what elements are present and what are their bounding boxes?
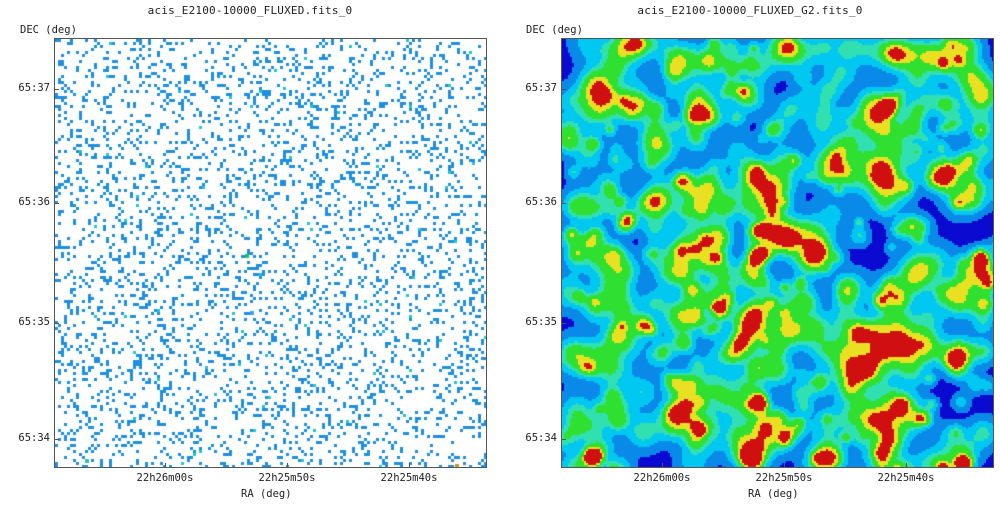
y-axis-label: DEC (deg) — [526, 24, 583, 36]
y-tick-mark — [561, 439, 566, 440]
panel-title: acis_E2100-10000_FLUXED.fits_0 — [147, 4, 353, 17]
smoothed-heatmap-image — [562, 39, 993, 467]
y-tick-mark — [561, 323, 566, 324]
x-tick-mark — [409, 463, 410, 468]
y-tick-label: 65:35 — [18, 316, 50, 328]
y-tick-label: 65:34 — [525, 432, 557, 444]
x-tick-label: 22h26m00s — [136, 472, 194, 484]
x-tick-mark — [906, 463, 907, 468]
x-axis-label: RA (deg) — [241, 488, 292, 500]
y-tick-label: 65:36 — [525, 196, 557, 208]
y-tick-mark — [54, 203, 59, 204]
x-tick-mark — [287, 463, 288, 468]
y-axis-label: DEC (deg) — [20, 24, 77, 36]
panel-smoothed-image: acis_E2100-10000_FLUXED_G2.fits_0 DEC (d… — [500, 0, 1000, 507]
y-tick-label: 65:37 — [18, 82, 50, 94]
sparse-event-image — [55, 39, 486, 467]
y-tick-mark — [54, 323, 59, 324]
y-tick-mark — [54, 439, 59, 440]
x-tick-mark — [784, 463, 785, 468]
y-tick-mark — [54, 89, 59, 90]
x-axis-label: RA (deg) — [748, 488, 799, 500]
x-tick-label: 22h25m40s — [877, 472, 935, 484]
x-tick-label: 22h25m50s — [755, 472, 813, 484]
y-tick-label: 65:34 — [18, 432, 50, 444]
x-tick-label: 22h26m00s — [633, 472, 691, 484]
x-tick-mark — [165, 463, 166, 468]
x-tick-mark — [662, 463, 663, 468]
y-tick-mark — [561, 203, 566, 204]
panel-raw-image: acis_E2100-10000_FLUXED.fits_0 DEC (deg)… — [18, 4, 487, 500]
x-tick-label: 22h25m50s — [258, 472, 316, 484]
image-plot[interactable] — [561, 38, 994, 468]
y-tick-label: 65:36 — [18, 196, 50, 208]
y-tick-mark — [561, 89, 566, 90]
image-plot[interactable] — [54, 38, 487, 468]
y-tick-label: 65:37 — [525, 82, 557, 94]
x-tick-label: 22h25m40s — [380, 472, 438, 484]
y-tick-label: 65:35 — [525, 316, 557, 328]
panel-title: acis_E2100-10000_FLUXED_G2.fits_0 — [637, 4, 863, 17]
